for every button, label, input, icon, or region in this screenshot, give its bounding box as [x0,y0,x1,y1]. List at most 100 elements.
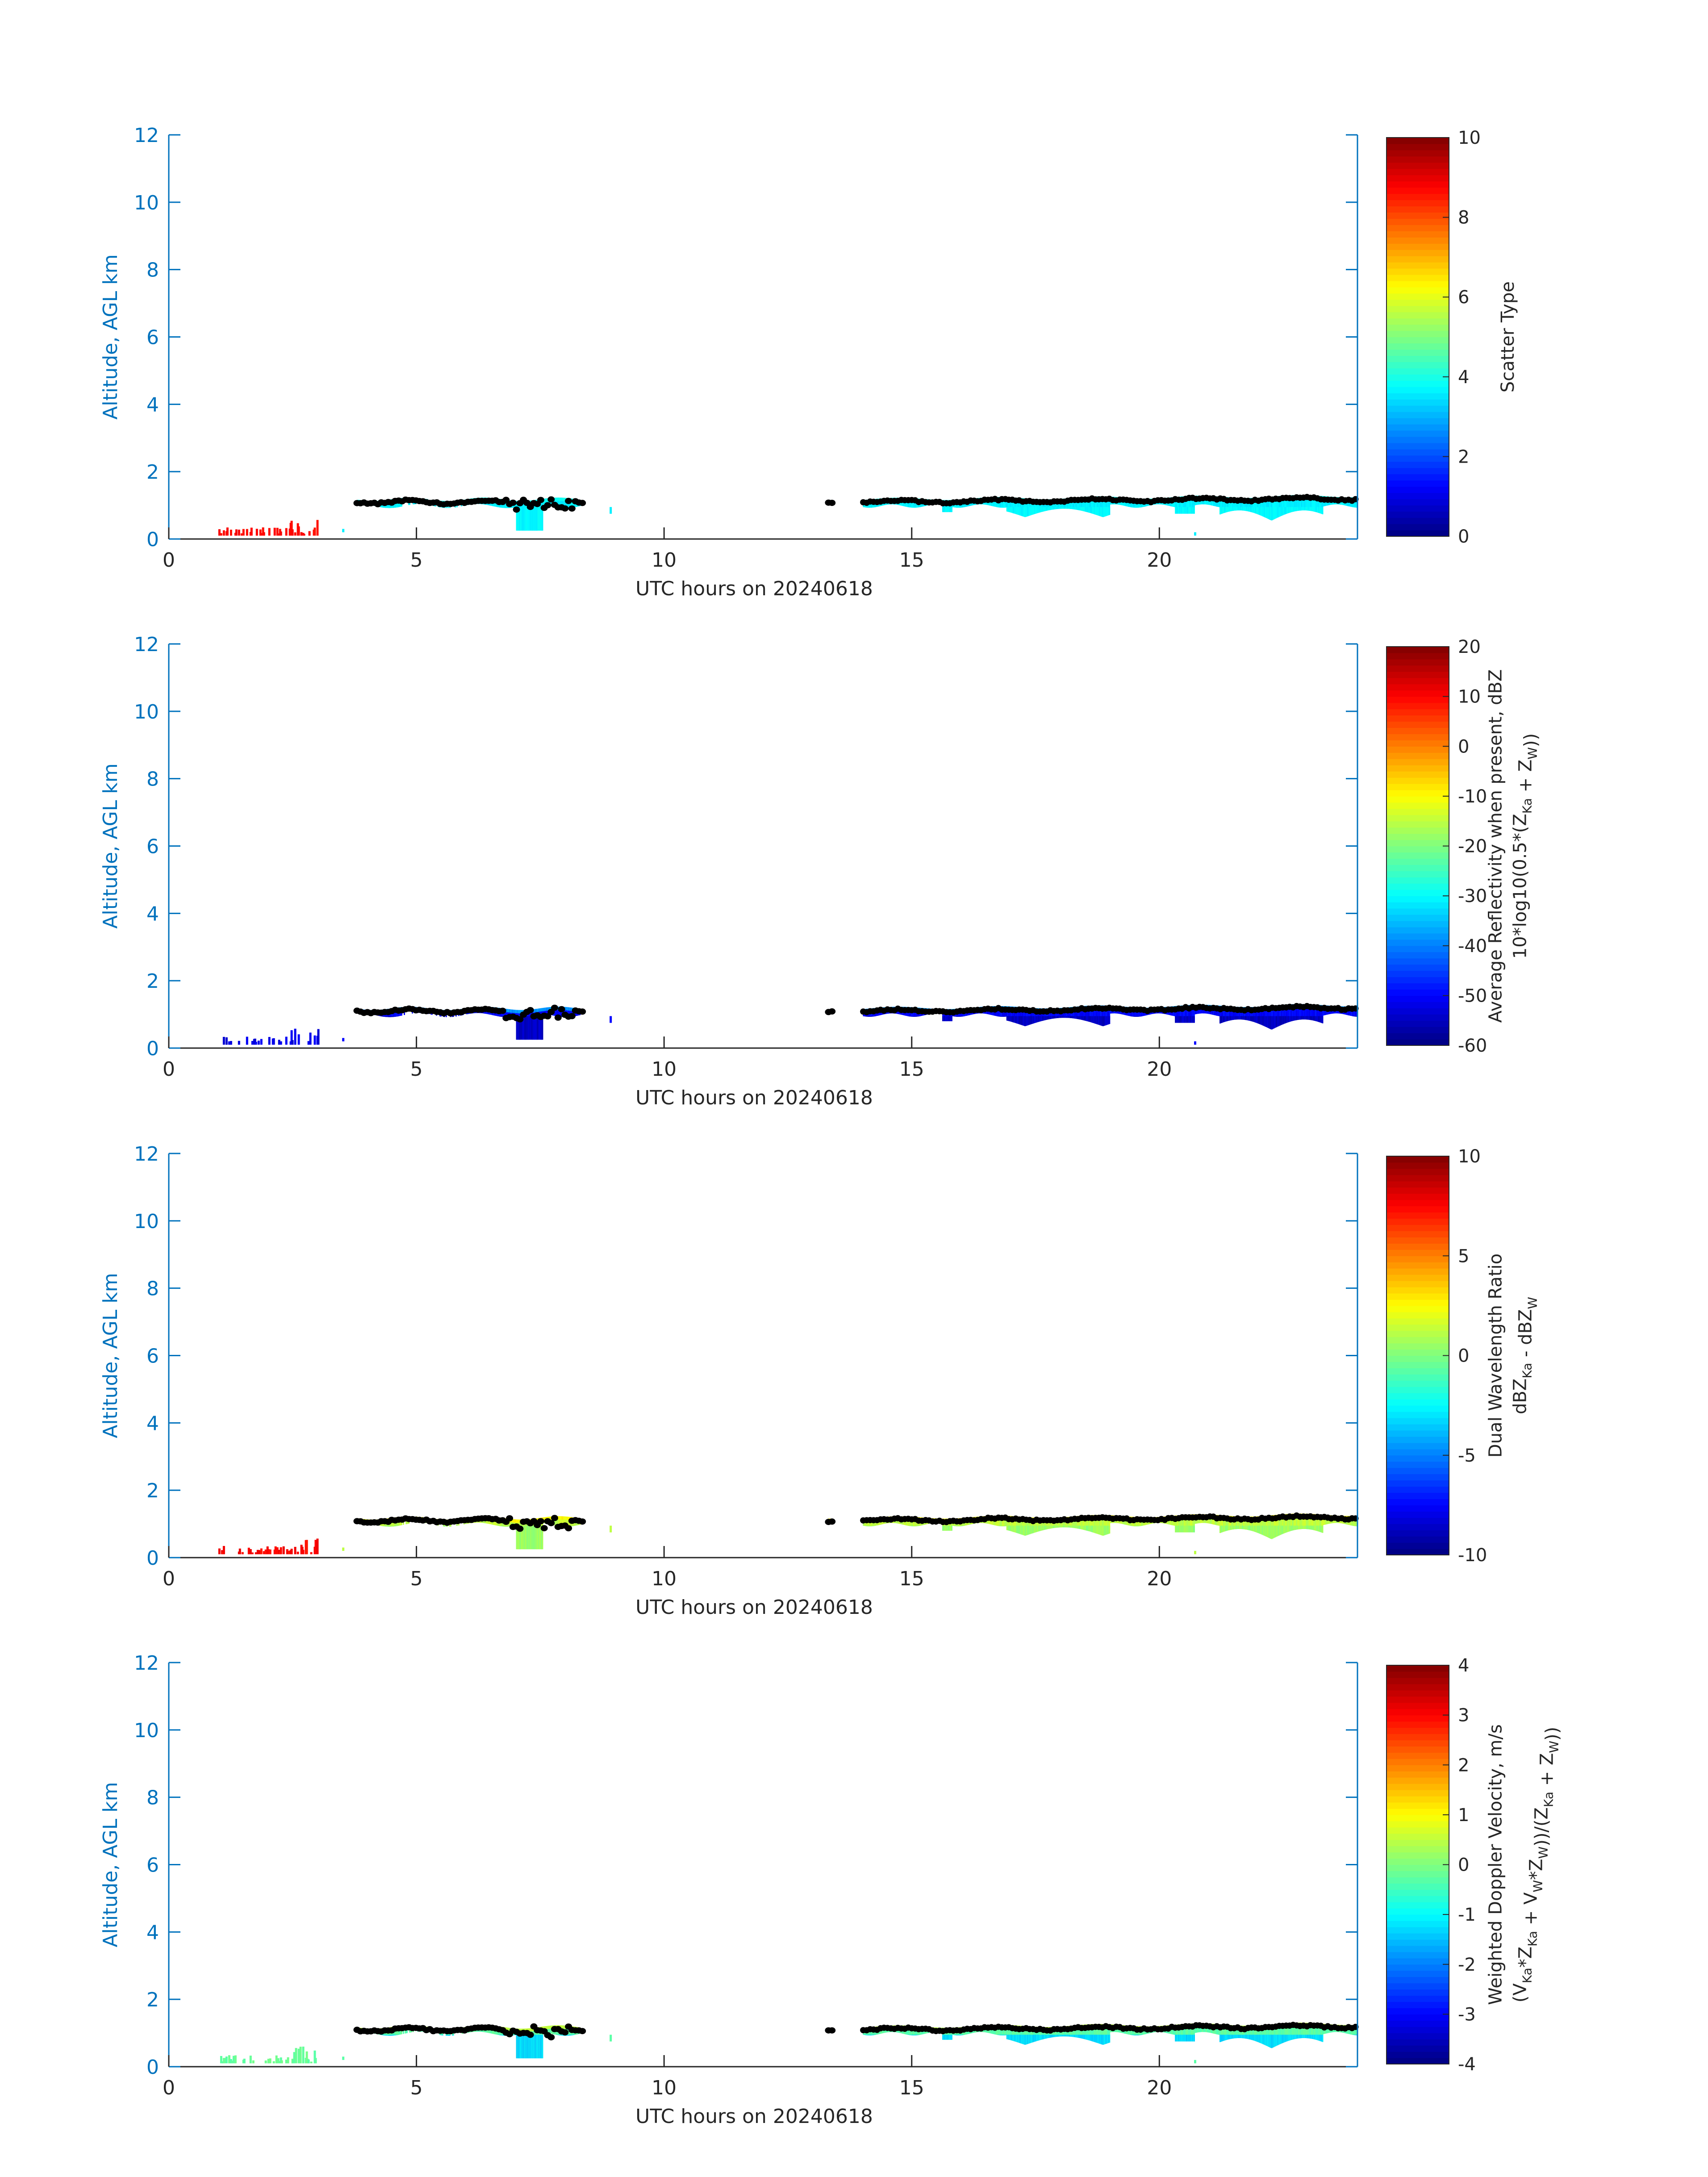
echo-fallstreak [1054,507,1056,510]
echo-fallstreak [1282,1016,1283,1025]
echo-fallstreak [1036,507,1038,514]
echo-column [1011,499,1013,513]
echo-column [915,1009,916,1017]
echo-column [1322,1007,1324,1024]
echo-column [1180,498,1182,514]
echo-fallstreak [1077,1016,1079,1020]
echo-fallstreak [1052,1016,1054,1019]
echo-cloud-top [571,1007,573,1011]
echo-fallstreak [386,1525,388,1527]
echo-fallstreak [530,1016,532,1040]
echo-fallstreak [523,1016,525,1040]
echo-fallstreak [1022,507,1024,517]
echo-fallstreak [388,1525,390,1527]
colorbar-swatch [1386,393,1449,400]
cloud-base-markers [353,1003,1359,1023]
echo-column [1233,1008,1235,1020]
echo-column [1177,1008,1178,1023]
echo-fallstreak [869,507,871,508]
echo-fallstreak [1033,1016,1035,1024]
colorbar-swatch [1386,480,1449,487]
echo-cloud-top [543,1007,544,1011]
echo-fallstreak [949,1016,951,1021]
echo-column [1240,1009,1241,1020]
echo-column [1041,501,1043,512]
echo-fallstreak [1240,507,1241,510]
echo-column [1086,498,1087,512]
echo-column [1237,1009,1239,1020]
echo-column [1189,1007,1190,1023]
echo-cloud-top [513,1010,515,1013]
echo-fallstreak [1261,1016,1263,1025]
echo-column [1091,1007,1093,1023]
colorbar-swatch [1386,970,1449,978]
colorbar-swatch [1386,908,1449,915]
echo-column [1091,498,1093,514]
y-tick-label: 6 [146,836,159,858]
echo-fallstreak [1002,507,1003,508]
echo-fallstreak [1308,507,1310,511]
echo-column [1315,1007,1316,1021]
echo-column [1251,1009,1253,1022]
echo-fallstreak [1288,507,1290,513]
echo-fallstreak [1299,1016,1301,1020]
echo-column [1178,1007,1179,1023]
echo-fallstreak [1018,507,1019,515]
echo-fallstreak [1315,507,1317,512]
echo-column [1314,497,1315,512]
echo-column [1219,498,1221,514]
colorbar-swatch [1386,759,1449,765]
drizzle-streak [297,1034,300,1045]
echo-column [1242,500,1244,511]
echo-fallstreak [391,1525,393,1527]
echo-column [1051,1010,1052,1019]
echo-column [1252,500,1254,513]
echo-column [506,1011,508,1017]
echo-column [1239,500,1240,510]
echo-column [1097,1007,1099,1025]
echo-column [1188,498,1190,514]
echo-fallstreak [1267,1016,1269,1028]
echo-column [1221,498,1223,514]
echo-column [1057,501,1059,509]
echo-column [1109,1007,1111,1024]
echo-fallstreak [1011,507,1013,513]
echo-fallstreak [1282,507,1283,516]
echo-column [550,500,551,506]
colorbar-swatch [1386,280,1449,288]
echo-column [1194,1007,1195,1023]
cloud-base-marker [516,1016,524,1023]
colorbar-swatch [1386,225,1449,231]
drizzle-streak [300,532,303,536]
echo-fallstreak [1073,1016,1075,1019]
echo-column [1306,1006,1307,1020]
echo-column [1069,1009,1071,1018]
echo-fallstreak [1032,1016,1034,1024]
echo-fallstreak [1177,1016,1178,1023]
echo-column [1281,1007,1282,1025]
echo-column [1240,500,1241,510]
echo-cloud-top [566,1007,568,1011]
echo-fallstreak [537,507,539,531]
echo-fallstreak [446,507,447,508]
echo-column [1077,499,1079,510]
colorbar-swatch [1386,138,1449,144]
echo-column [1207,497,1208,505]
echo-fallstreak [1106,1016,1108,1025]
echo-column [915,500,917,508]
echo-fallstreak [1070,507,1072,509]
echo-fallstreak [540,507,542,531]
echo-column [1191,1007,1192,1023]
drizzle-streak [251,1041,254,1045]
echo-fallstreak [1267,507,1269,519]
echo-column [1317,497,1319,513]
echo-fallstreak [1055,507,1057,510]
echo-fallstreak [1098,507,1100,516]
echo-fallstreak [1273,507,1274,520]
echo-column [1108,1007,1110,1024]
echo-fallstreak [958,1016,960,1017]
echo-fallstreak [1108,1016,1110,1024]
echo-column [1182,498,1183,514]
echo-column [1178,1007,1180,1023]
